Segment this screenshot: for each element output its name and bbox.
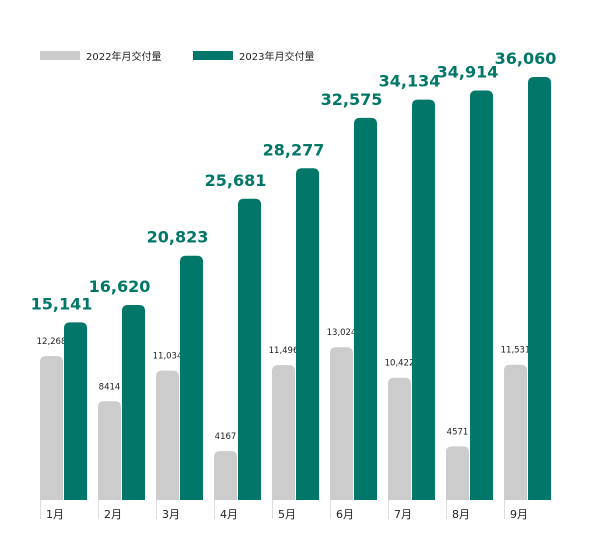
bar-2022-4 (214, 451, 237, 500)
bar-2023-7 (412, 99, 435, 501)
data-label-2022-9: 11,531 (501, 346, 531, 356)
bar-2022-1 (40, 356, 63, 500)
x-tick-label-1: 1月 (46, 508, 64, 521)
data-label-2022-7: 10,422 (385, 359, 415, 369)
legend-item-2023: 2023年月交付量 (193, 48, 315, 63)
data-label-2023-4: 25,681 (205, 171, 267, 190)
data-label-2023-2: 16,620 (89, 277, 151, 296)
legend-swatch-2023 (193, 50, 233, 60)
data-label-2022-4: 4167 (215, 432, 237, 442)
bar-2022-5 (272, 365, 295, 500)
data-label-2022-1: 12,268 (37, 337, 67, 347)
bar-2023-2 (122, 305, 145, 500)
x-tick-label-7: 7月 (394, 508, 412, 521)
bar-2023-5 (296, 168, 319, 500)
x-tick-label-8: 8月 (452, 508, 470, 521)
bar-2022-2 (98, 401, 121, 500)
data-label-2022-8: 4571 (447, 427, 469, 437)
data-label-2023-8: 34,914 (437, 62, 499, 81)
data-label-2023-5: 28,277 (263, 140, 325, 159)
bar-2023-1 (64, 322, 87, 500)
x-tick-label-9: 9月 (510, 508, 528, 521)
legend-item-2022: 2022年月交付量 (40, 48, 162, 63)
data-label-2023-7: 34,134 (379, 72, 441, 91)
bar-2022-6 (330, 347, 353, 500)
x-tick-label-3: 3月 (162, 508, 180, 521)
bar-2023-4 (238, 198, 261, 500)
bar-2022-8 (446, 446, 469, 500)
x-tick-label-5: 5月 (278, 508, 296, 521)
data-label-2022-6: 13,024 (327, 328, 357, 338)
data-label-2023-9: 36,060 (495, 49, 557, 68)
bar-2022-3 (156, 370, 179, 500)
data-label-2023-3: 20,823 (147, 228, 209, 247)
legend-swatch-2022 (40, 50, 80, 60)
x-tick-label-6: 6月 (336, 508, 354, 521)
bar-2023-3 (180, 255, 203, 500)
x-tick-label-4: 4月 (220, 508, 238, 521)
bar-2023-6 (354, 117, 377, 500)
bar-2023-8 (470, 90, 493, 501)
legend-label-2023: 2023年月交付量 (239, 51, 315, 63)
bar-2022-7 (388, 377, 411, 500)
data-label-2022-5: 11,496 (269, 346, 299, 356)
x-tick-label-2: 2月 (104, 508, 122, 521)
bar-2023-9 (528, 77, 551, 500)
bar-2022-9 (504, 364, 527, 500)
data-label-2022-3: 11,034 (153, 352, 183, 362)
data-label-2023-6: 32,575 (321, 90, 383, 109)
data-label-2022-2: 8414 (99, 382, 121, 392)
data-label-2023-1: 15,141 (31, 294, 93, 313)
legend-label-2022: 2022年月交付量 (86, 51, 162, 63)
